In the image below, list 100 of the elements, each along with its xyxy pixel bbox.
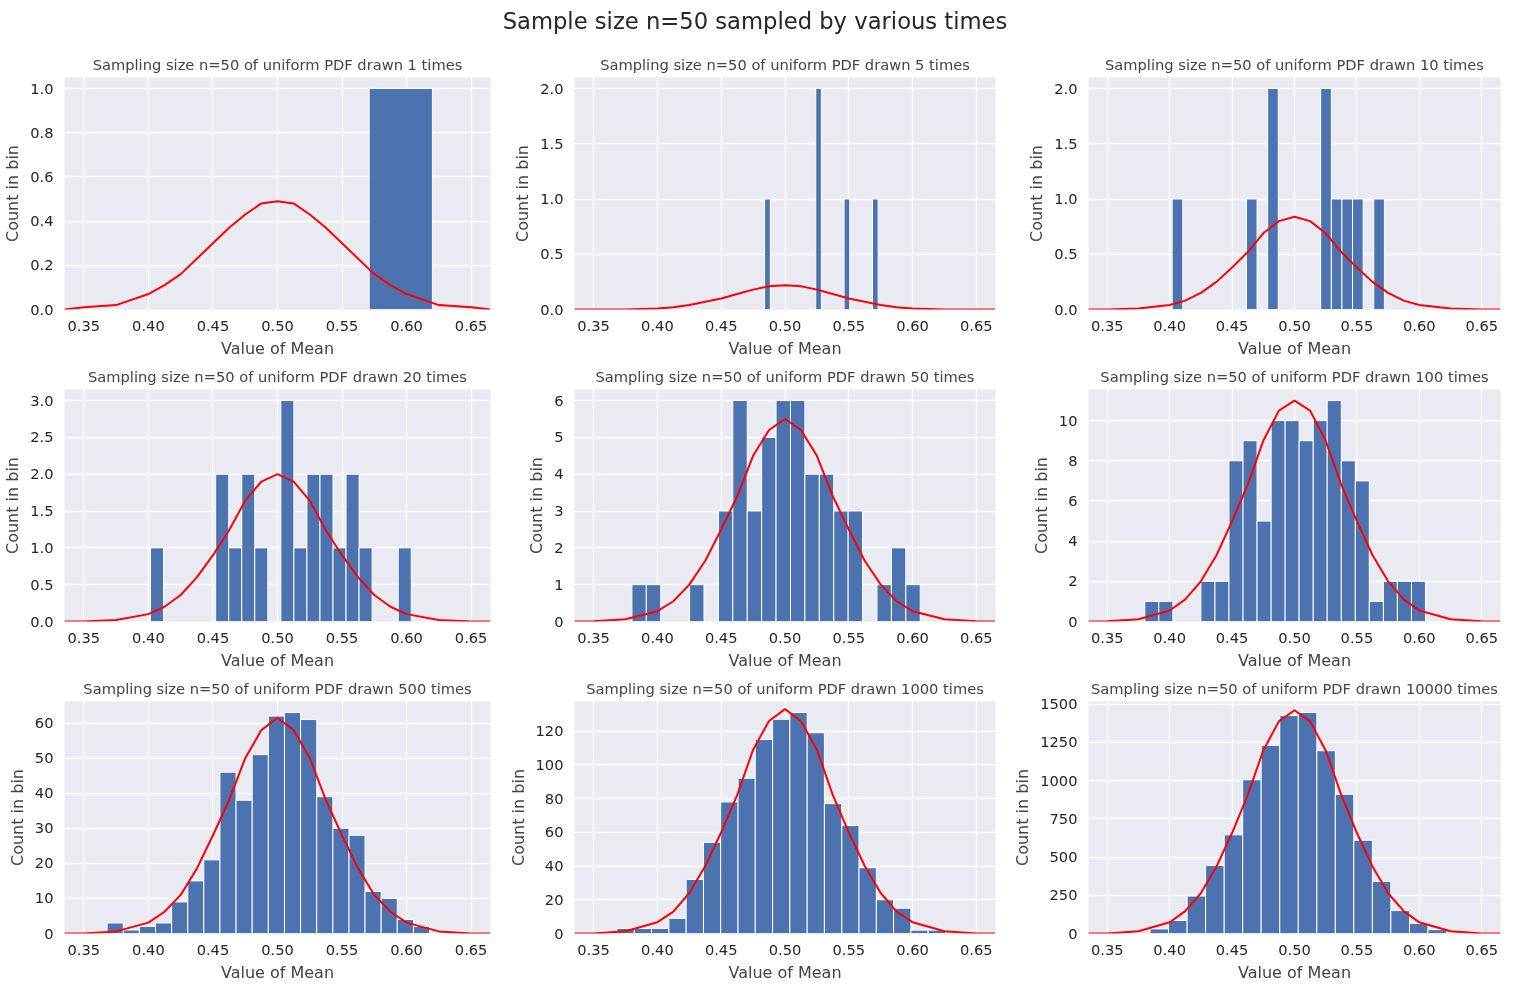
x-tick-label: 0.55 bbox=[1340, 316, 1374, 334]
x-tick-label: 0.65 bbox=[960, 628, 993, 646]
x-tick-label: 0.45 bbox=[704, 628, 738, 646]
x-tick-label: 0.45 bbox=[704, 316, 738, 334]
y-tick-label: 1.0 bbox=[540, 190, 564, 208]
x-tick-label: 0.60 bbox=[390, 628, 423, 646]
y-tick-label: 0.5 bbox=[1054, 245, 1078, 263]
chart-title: Sampling size n=50 of uniform PDF drawn 10000 times bbox=[1091, 679, 1498, 697]
x-tick-label: 0.40 bbox=[132, 940, 165, 958]
x-tick-label: 0.45 bbox=[1215, 316, 1249, 334]
y-tick-label: 60 bbox=[544, 823, 564, 841]
chart-title: Sampling size n=50 of uniform PDF drawn 10 times bbox=[1105, 55, 1484, 73]
x-tick-label: 0.45 bbox=[704, 940, 738, 958]
y-tick-label: 2 bbox=[554, 538, 564, 556]
y-tick-label: 0.0 bbox=[30, 300, 54, 318]
x-axis-title: Value of Mean bbox=[1237, 962, 1352, 982]
y-axis-title: Count in bin bbox=[1031, 456, 1051, 555]
x-tick-label: 0.65 bbox=[1465, 940, 1499, 958]
x-axis-title: Value of Mean bbox=[1237, 650, 1352, 670]
y-tick-label: 0 bbox=[44, 924, 54, 942]
y-tick-label: 1.0 bbox=[30, 79, 54, 97]
y-tick-label: 40 bbox=[544, 857, 564, 875]
y-tick-label: 5 bbox=[554, 428, 564, 446]
x-tick-label: 0.55 bbox=[325, 628, 359, 646]
x-axis-title: Value of Mean bbox=[728, 962, 842, 982]
y-tick-label: 60 bbox=[34, 714, 54, 732]
x-tick-label: 0.40 bbox=[641, 940, 674, 958]
y-tick-label: 1.0 bbox=[30, 538, 54, 556]
x-tick-label: 0.45 bbox=[1215, 628, 1249, 646]
x-tick-label: 0.65 bbox=[960, 316, 993, 334]
y-tick-label: 3.0 bbox=[30, 391, 54, 409]
y-tick-label: 1250 bbox=[1040, 733, 1078, 751]
chart-title: Sampling size n=50 of uniform PDF drawn 5 times bbox=[600, 55, 970, 73]
x-tick-label: 0.35 bbox=[577, 628, 610, 646]
x-tick-label: 0.40 bbox=[1153, 316, 1186, 334]
x-tick-label: 0.55 bbox=[1340, 940, 1374, 958]
y-tick-label: 0.8 bbox=[30, 123, 54, 141]
y-tick-label: 0.0 bbox=[540, 300, 564, 318]
x-tick-label: 0.65 bbox=[960, 940, 993, 958]
x-axis-title: Value of Mean bbox=[220, 650, 335, 670]
y-tick-label: 6 bbox=[554, 391, 564, 409]
x-tick-label: 0.55 bbox=[325, 316, 359, 334]
x-tick-label: 0.55 bbox=[325, 940, 359, 958]
x-tick-label: 0.35 bbox=[67, 628, 101, 646]
y-tick-label: 0.2 bbox=[30, 256, 54, 274]
chart-title: Sampling size n=50 of uniform PDF drawn 500 times bbox=[83, 679, 472, 697]
x-tick-label: 0.35 bbox=[577, 940, 610, 958]
x-tick-label: 0.40 bbox=[641, 628, 674, 646]
y-tick-label: 0.4 bbox=[30, 212, 54, 230]
y-tick-label: 0 bbox=[554, 924, 564, 942]
y-tick-label: 750 bbox=[1049, 809, 1078, 827]
x-tick-label: 0.35 bbox=[67, 940, 101, 958]
x-tick-label: 0.50 bbox=[1278, 940, 1311, 958]
x-tick-label: 0.50 bbox=[1278, 628, 1311, 646]
y-axis-title: Count in bin bbox=[3, 144, 23, 243]
y-tick-label: 2.0 bbox=[1054, 79, 1078, 97]
x-tick-label: 0.55 bbox=[832, 940, 866, 958]
y-tick-label: 2 bbox=[1068, 572, 1078, 590]
x-tick-label: 0.40 bbox=[1153, 628, 1186, 646]
x-tick-label: 0.50 bbox=[1278, 316, 1311, 334]
y-tick-label: 1.5 bbox=[1054, 134, 1078, 152]
y-axis-title: Count in bin bbox=[513, 144, 533, 243]
y-tick-label: 0.5 bbox=[30, 575, 54, 593]
y-tick-label: 2.0 bbox=[540, 79, 564, 97]
y-tick-label: 250 bbox=[1049, 886, 1078, 904]
x-tick-label: 0.60 bbox=[1403, 628, 1436, 646]
x-tick-label: 0.40 bbox=[641, 316, 674, 334]
y-axis-title: Count in bin bbox=[1027, 144, 1047, 243]
y-axis-title: Count in bin bbox=[1013, 768, 1033, 867]
y-tick-label: 0.0 bbox=[1054, 300, 1078, 318]
x-tick-label: 0.60 bbox=[896, 628, 929, 646]
y-tick-label: 1.5 bbox=[30, 502, 54, 520]
y-tick-label: 4 bbox=[554, 465, 564, 483]
y-axis-title: Count in bin bbox=[527, 456, 547, 555]
y-tick-label: 2.5 bbox=[30, 428, 54, 446]
x-tick-label: 0.45 bbox=[1215, 940, 1249, 958]
x-tick-label: 0.35 bbox=[67, 316, 101, 334]
x-tick-label: 0.35 bbox=[1090, 316, 1124, 334]
x-tick-label: 0.60 bbox=[390, 940, 423, 958]
y-tick-label: 120 bbox=[535, 722, 564, 740]
chart-title: Sampling size n=50 of uniform PDF drawn 50 times bbox=[595, 367, 975, 385]
y-tick-label: 80 bbox=[544, 789, 564, 807]
y-tick-label: 0 bbox=[1068, 924, 1078, 942]
y-tick-label: 1.5 bbox=[540, 134, 564, 152]
y-tick-label: 3 bbox=[554, 502, 564, 520]
x-tick-label: 0.45 bbox=[196, 628, 230, 646]
x-tick-label: 0.50 bbox=[261, 628, 294, 646]
x-tick-label: 0.35 bbox=[577, 316, 610, 334]
y-tick-label: 2.0 bbox=[30, 465, 54, 483]
chart-title: Sampling size n=50 of uniform PDF drawn 1 times bbox=[92, 55, 463, 73]
y-tick-label: 100 bbox=[535, 755, 564, 773]
y-axis-title: Count in bin bbox=[7, 768, 27, 867]
y-tick-label: 50 bbox=[34, 749, 54, 767]
x-tick-label: 0.40 bbox=[1153, 940, 1186, 958]
y-tick-label: 0 bbox=[554, 612, 564, 630]
x-axis-title: Value of Mean bbox=[728, 338, 842, 358]
y-tick-label: 20 bbox=[544, 890, 564, 908]
x-tick-label: 0.65 bbox=[454, 316, 488, 334]
y-tick-label: 0.0 bbox=[30, 612, 54, 630]
x-tick-label: 0.55 bbox=[832, 316, 866, 334]
